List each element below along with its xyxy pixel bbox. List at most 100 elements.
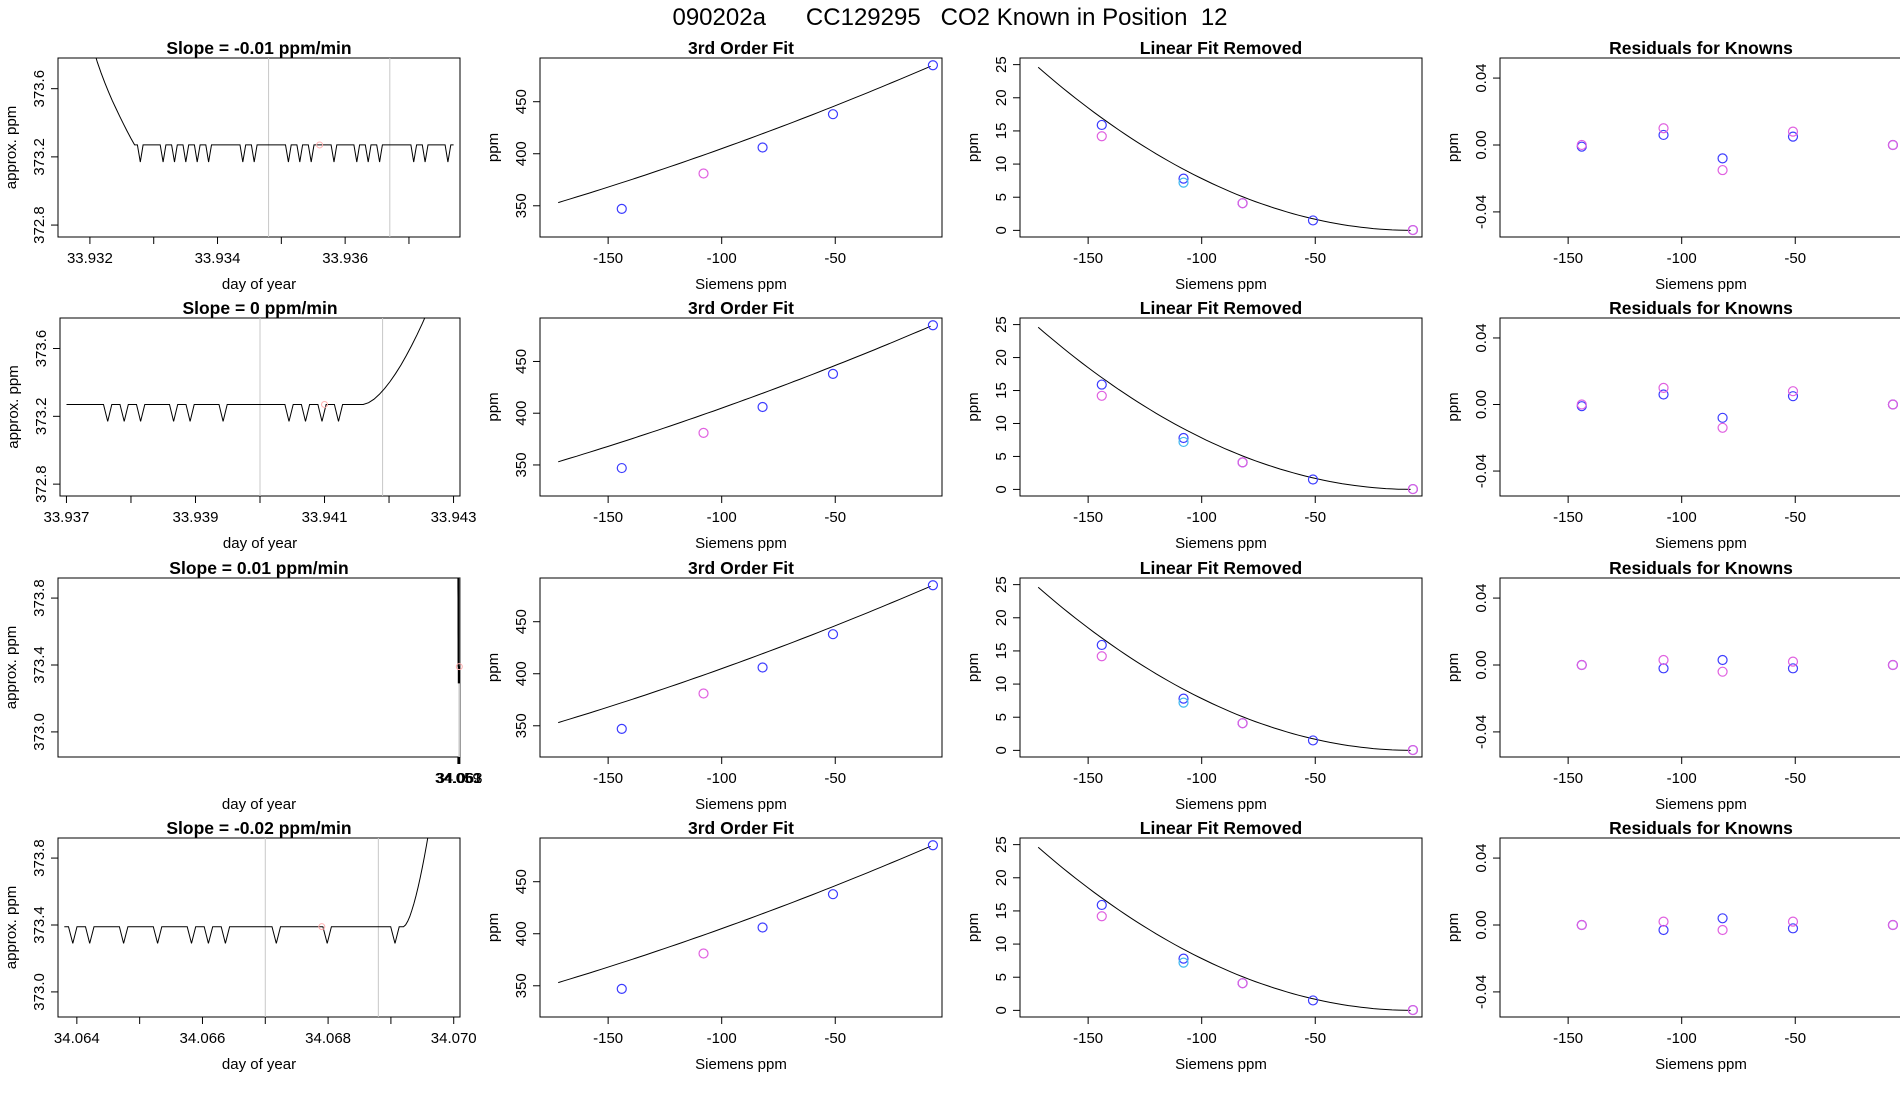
y-tick-label: 350 [513, 452, 530, 477]
y-tick-label: 373.8 [31, 579, 48, 617]
data-point [1407, 1004, 1419, 1016]
x-tick-label: 33.934 [195, 250, 241, 267]
mean-marker [318, 923, 326, 931]
x-tick-label: -50 [1304, 509, 1326, 526]
data-point [1178, 697, 1189, 708]
data-point [1237, 198, 1248, 209]
y-tick-label: 372.8 [33, 465, 50, 503]
x-axis-label: Siemens ppm [1655, 276, 1747, 293]
residual-point [1658, 654, 1669, 666]
data-point [827, 889, 839, 900]
y-tick-label: 15 [993, 382, 1010, 399]
residual-point [1787, 923, 1799, 934]
y-tick-label: -0.04 [1473, 975, 1490, 1009]
x-axis-label: Siemens ppm [1655, 1056, 1747, 1073]
mean-marker [455, 663, 463, 671]
y-tick-label: 10 [993, 156, 1010, 173]
x-tick-label: -100 [707, 1030, 737, 1047]
x-tick-label: 34.070 [431, 1030, 477, 1047]
y-axis-label: ppm [485, 133, 502, 162]
mean-marker [316, 141, 324, 149]
plot-frame [1499, 837, 1900, 1018]
y-tick-label: 0.00 [1473, 910, 1490, 939]
x-axis-label: day of year [222, 276, 296, 293]
data-point [757, 142, 768, 153]
residual-point [1576, 139, 1587, 151]
fit-curve [558, 845, 931, 984]
residual-point [1576, 399, 1587, 410]
residual-point [1576, 659, 1587, 671]
x-tick-label: -150 [1553, 770, 1583, 787]
x-tick-label: -50 [824, 509, 846, 526]
residual-point [1717, 412, 1728, 423]
data-point [1407, 744, 1419, 756]
x-tick-label: -100 [1667, 250, 1697, 267]
y-tick-label: 400 [513, 141, 530, 166]
y-axis-label: ppm [485, 653, 502, 682]
data-point [827, 109, 839, 120]
residual-point [1787, 916, 1799, 927]
fit-curve [1037, 66, 1411, 231]
x-tick-label: -100 [707, 509, 737, 526]
y-tick-label: 373.2 [31, 138, 48, 176]
data-point [1096, 119, 1107, 131]
data-point [1178, 957, 1189, 968]
y-tick-label: 5 [993, 193, 1010, 201]
x-tick-label: -100 [1187, 250, 1217, 267]
x-tick-label: 34.064 [54, 1030, 100, 1047]
y-tick-label: 350 [513, 193, 530, 218]
data-point [698, 168, 709, 179]
y-tick-label: 400 [513, 661, 530, 686]
x-tick-label: -150 [593, 1030, 623, 1047]
data-point [1307, 474, 1319, 485]
plot-frame [57, 837, 461, 1018]
plot-frame [539, 317, 943, 497]
residual-point [1787, 386, 1799, 397]
y-tick-label: 0 [993, 485, 1010, 493]
residual-point [1787, 131, 1799, 142]
data-point [1096, 651, 1107, 662]
panel-title: Residuals for Knowns [1609, 818, 1793, 838]
panel-title: Slope = 0 ppm/min [182, 298, 337, 318]
x-axis-label: Siemens ppm [1175, 535, 1267, 552]
data-point [698, 427, 709, 438]
x-axis-label: Siemens ppm [695, 276, 787, 293]
y-tick-label: 15 [993, 123, 1010, 140]
y-tick-label: 20 [993, 869, 1010, 886]
plot-frame [1499, 57, 1900, 238]
data-point [1307, 215, 1319, 226]
x-tick-label: -150 [1073, 250, 1103, 267]
residual-point [1717, 654, 1728, 666]
data-point [927, 840, 939, 851]
residual-point [1787, 126, 1799, 137]
x-axis-label: Siemens ppm [1175, 276, 1267, 293]
x-axis-label: Siemens ppm [1175, 796, 1267, 813]
y-axis-label: ppm [965, 913, 982, 942]
concentration-trace [66, 318, 426, 422]
fit-curve [1037, 846, 1411, 1011]
x-tick-label: -50 [824, 1030, 846, 1047]
data-point [1096, 639, 1107, 651]
y-tick-label: 0.00 [1473, 130, 1490, 159]
data-point [757, 922, 768, 933]
residual-point [1887, 139, 1899, 151]
data-point [1096, 911, 1107, 922]
panel-title: 3rd Order Fit [688, 298, 794, 318]
y-tick-label: 0 [993, 1006, 1010, 1014]
x-tick-label: 34.063 [437, 770, 483, 787]
x-tick-label: 34.059 [435, 770, 481, 787]
y-tick-label: 0 [993, 746, 1010, 754]
y-tick-label: 0 [993, 226, 1010, 234]
plot-frame [1019, 317, 1423, 497]
fit-curve [1037, 586, 1411, 751]
y-tick-label: 15 [993, 903, 1010, 920]
mean-marker [321, 400, 329, 408]
data-point [927, 320, 939, 331]
data-point [827, 629, 839, 640]
x-tick-label: -150 [1073, 1030, 1103, 1047]
x-tick-label: -150 [1073, 770, 1103, 787]
data-point [698, 688, 709, 699]
concentration-trace [95, 58, 454, 163]
x-tick-label: -150 [593, 770, 623, 787]
